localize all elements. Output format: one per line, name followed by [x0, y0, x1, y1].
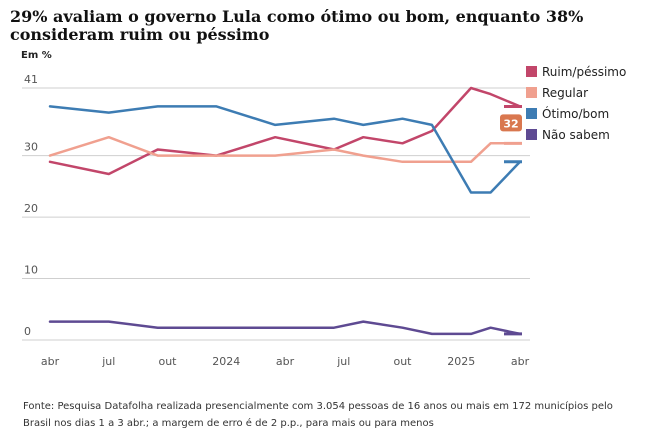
legend-swatch-nao_sabem: [526, 129, 537, 140]
legend-label-nao_sabem: Não sabem: [542, 128, 610, 142]
unit-label: Em %: [21, 50, 52, 61]
value-badge-box: [500, 114, 522, 132]
y-tick-label: 41: [24, 73, 38, 86]
y-tick-label: 30: [24, 141, 38, 154]
legend-swatch-regular: [526, 87, 537, 98]
y-tick-label: 10: [24, 264, 38, 277]
series-line-otimo: [48, 105, 522, 194]
y-axis-tick-labels: 41 30 20 10 0: [24, 73, 38, 338]
legend: Ruim/péssimo Regular Ótimo/bom Não sabem: [504, 65, 626, 336]
x-axis-tick-labels: abr jul out 2024 abr jul out 2025 abr: [41, 355, 530, 368]
x-tick-label: out: [158, 355, 177, 368]
series-line-nao_sabem: [48, 320, 522, 336]
value-badge: 32: [500, 114, 522, 132]
legend-label-ruim: Ruim/péssimo: [542, 65, 626, 79]
series-lines: [48, 86, 522, 336]
series-line-regular: [48, 135, 522, 164]
x-tick-label: 2025: [447, 355, 475, 368]
x-tick-label: abr: [511, 355, 530, 368]
x-tick-label: jul: [336, 355, 350, 368]
y-tick-label: 20: [24, 202, 38, 215]
x-tick-label: abr: [276, 355, 295, 368]
legend-label-otimo: Ótimo/bom: [542, 106, 609, 121]
legend-swatch-otimo: [526, 108, 537, 119]
value-badge-label: 32: [503, 117, 518, 130]
x-tick-label: abr: [41, 355, 60, 368]
y-tick-label: 0: [24, 325, 31, 338]
source-note: Fonte: Pesquisa Datafolha realizada pres…: [23, 401, 613, 429]
x-tick-label: out: [393, 355, 412, 368]
x-tick-label: jul: [101, 355, 115, 368]
chart-title: 29% avaliam o governo Lula como ótimo ou…: [10, 7, 584, 44]
line-chart: 41 30 20 10 0 abr jul out 2024 abr jul out 2025 abr …: [22, 65, 626, 368]
legend-swatch-ruim: [526, 66, 537, 77]
legend-label-regular: Regular: [542, 86, 588, 100]
x-tick-label: 2024: [212, 355, 240, 368]
